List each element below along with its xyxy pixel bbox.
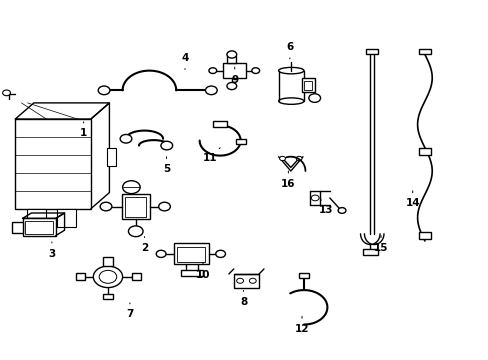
Circle shape <box>226 51 236 58</box>
Bar <box>235 139 246 144</box>
Bar <box>366 49 377 54</box>
Bar <box>57 209 76 226</box>
Bar <box>132 273 141 280</box>
Ellipse shape <box>278 98 304 104</box>
Text: 7: 7 <box>126 303 133 319</box>
Text: 4: 4 <box>181 53 188 69</box>
Text: 6: 6 <box>285 42 293 59</box>
Bar <box>233 274 259 288</box>
Bar <box>304 81 311 90</box>
Text: 12: 12 <box>294 316 308 334</box>
Text: 9: 9 <box>231 67 238 85</box>
Text: 13: 13 <box>319 198 333 216</box>
Bar <box>12 222 22 233</box>
Circle shape <box>251 68 259 73</box>
Text: 15: 15 <box>373 235 387 253</box>
Text: 16: 16 <box>281 171 295 189</box>
Bar <box>125 197 146 217</box>
Circle shape <box>122 181 140 194</box>
Circle shape <box>156 250 165 257</box>
Circle shape <box>226 82 236 90</box>
Text: 11: 11 <box>203 148 220 163</box>
Bar <box>27 209 45 226</box>
Text: 2: 2 <box>141 237 148 253</box>
Circle shape <box>236 278 243 283</box>
Circle shape <box>100 202 112 211</box>
Bar <box>299 273 308 278</box>
Bar <box>173 243 208 264</box>
Circle shape <box>158 202 170 211</box>
Circle shape <box>120 134 132 143</box>
Circle shape <box>308 94 320 102</box>
Text: 10: 10 <box>195 262 210 280</box>
Circle shape <box>249 278 256 283</box>
Bar <box>76 273 85 280</box>
Circle shape <box>205 86 217 95</box>
Bar <box>22 219 56 235</box>
Circle shape <box>296 156 302 161</box>
Circle shape <box>337 208 345 213</box>
Circle shape <box>93 266 122 288</box>
Bar <box>227 55 236 63</box>
Circle shape <box>161 141 172 150</box>
Ellipse shape <box>278 67 304 74</box>
Bar <box>107 148 116 166</box>
Bar <box>212 121 227 127</box>
Circle shape <box>279 156 285 161</box>
Circle shape <box>128 226 143 237</box>
Bar <box>122 194 150 220</box>
Circle shape <box>208 68 216 73</box>
Bar <box>301 78 315 92</box>
Bar <box>103 294 113 300</box>
Bar <box>15 119 91 209</box>
Circle shape <box>99 270 117 283</box>
Bar <box>103 257 113 266</box>
Bar <box>418 49 430 54</box>
Bar <box>418 232 430 239</box>
Text: 3: 3 <box>48 242 56 258</box>
Bar <box>25 221 53 234</box>
Bar <box>181 270 203 276</box>
Text: 5: 5 <box>163 157 170 174</box>
Text: 14: 14 <box>405 191 419 208</box>
Circle shape <box>215 250 225 257</box>
Bar <box>177 247 204 262</box>
Bar <box>418 148 430 155</box>
Circle shape <box>2 90 10 96</box>
Bar <box>363 249 377 255</box>
Text: 8: 8 <box>240 291 246 307</box>
Text: 1: 1 <box>80 122 87 138</box>
Circle shape <box>98 86 110 95</box>
Bar <box>222 63 245 78</box>
Circle shape <box>311 195 319 201</box>
